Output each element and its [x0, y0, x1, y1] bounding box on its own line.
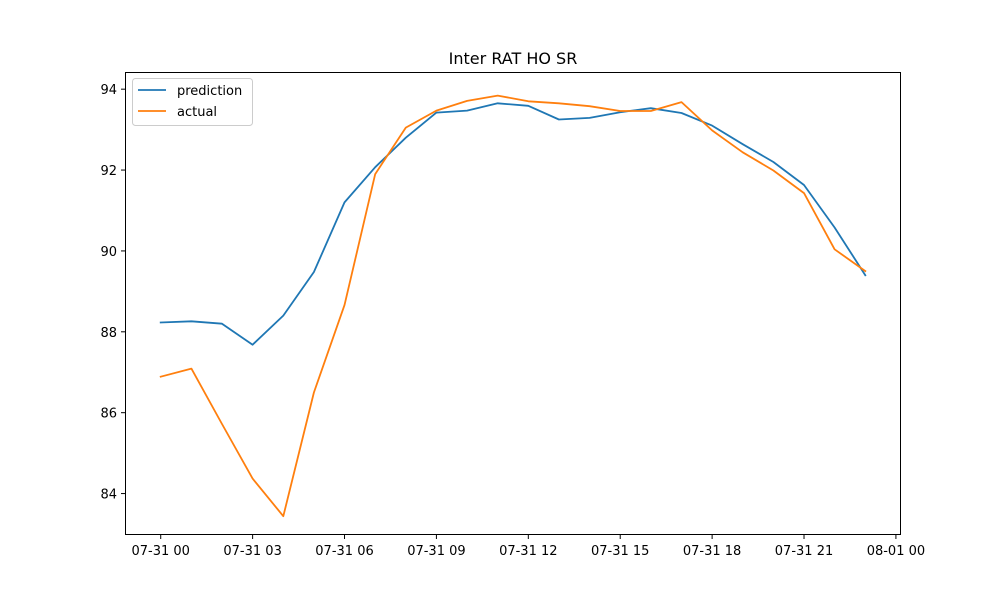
- x-tick-label: 08-01 00: [867, 544, 925, 559]
- chart-title: Inter RAT HO SR: [449, 49, 578, 68]
- x-tick-label: 07-31 06: [315, 544, 373, 559]
- x-tick-label: 07-31 18: [683, 544, 741, 559]
- legend-label-prediction: prediction: [177, 84, 242, 99]
- y-tick-label: 94: [100, 83, 117, 98]
- x-tick-label: 07-31 12: [499, 544, 557, 559]
- plot-frame: [125, 72, 901, 535]
- legend-label-actual: actual: [177, 105, 217, 120]
- y-tick-label: 90: [100, 245, 117, 260]
- y-tick-label: 84: [100, 488, 117, 503]
- x-axis: 07-31 00 07-31 03 07-31 06 07-31 09 07-31 12…: [131, 534, 925, 559]
- legend: prediction actual: [132, 78, 253, 126]
- x-tick-label: 07-31 00: [131, 544, 189, 559]
- x-tick-label: 07-31 03: [223, 544, 281, 559]
- series-line-actual: [159, 94, 867, 518]
- series-line-prediction: [159, 102, 867, 346]
- x-tick-label: 07-31 21: [775, 544, 833, 559]
- y-tick-label: 88: [100, 326, 117, 341]
- x-tick-label: 07-31 15: [591, 544, 649, 559]
- y-axis: 84 86 88 90 92 94: [100, 83, 126, 503]
- x-tick-label: 07-31 09: [407, 544, 465, 559]
- series-layer: [159, 94, 867, 518]
- y-tick-label: 86: [100, 407, 117, 422]
- y-tick-label: 92: [100, 164, 117, 179]
